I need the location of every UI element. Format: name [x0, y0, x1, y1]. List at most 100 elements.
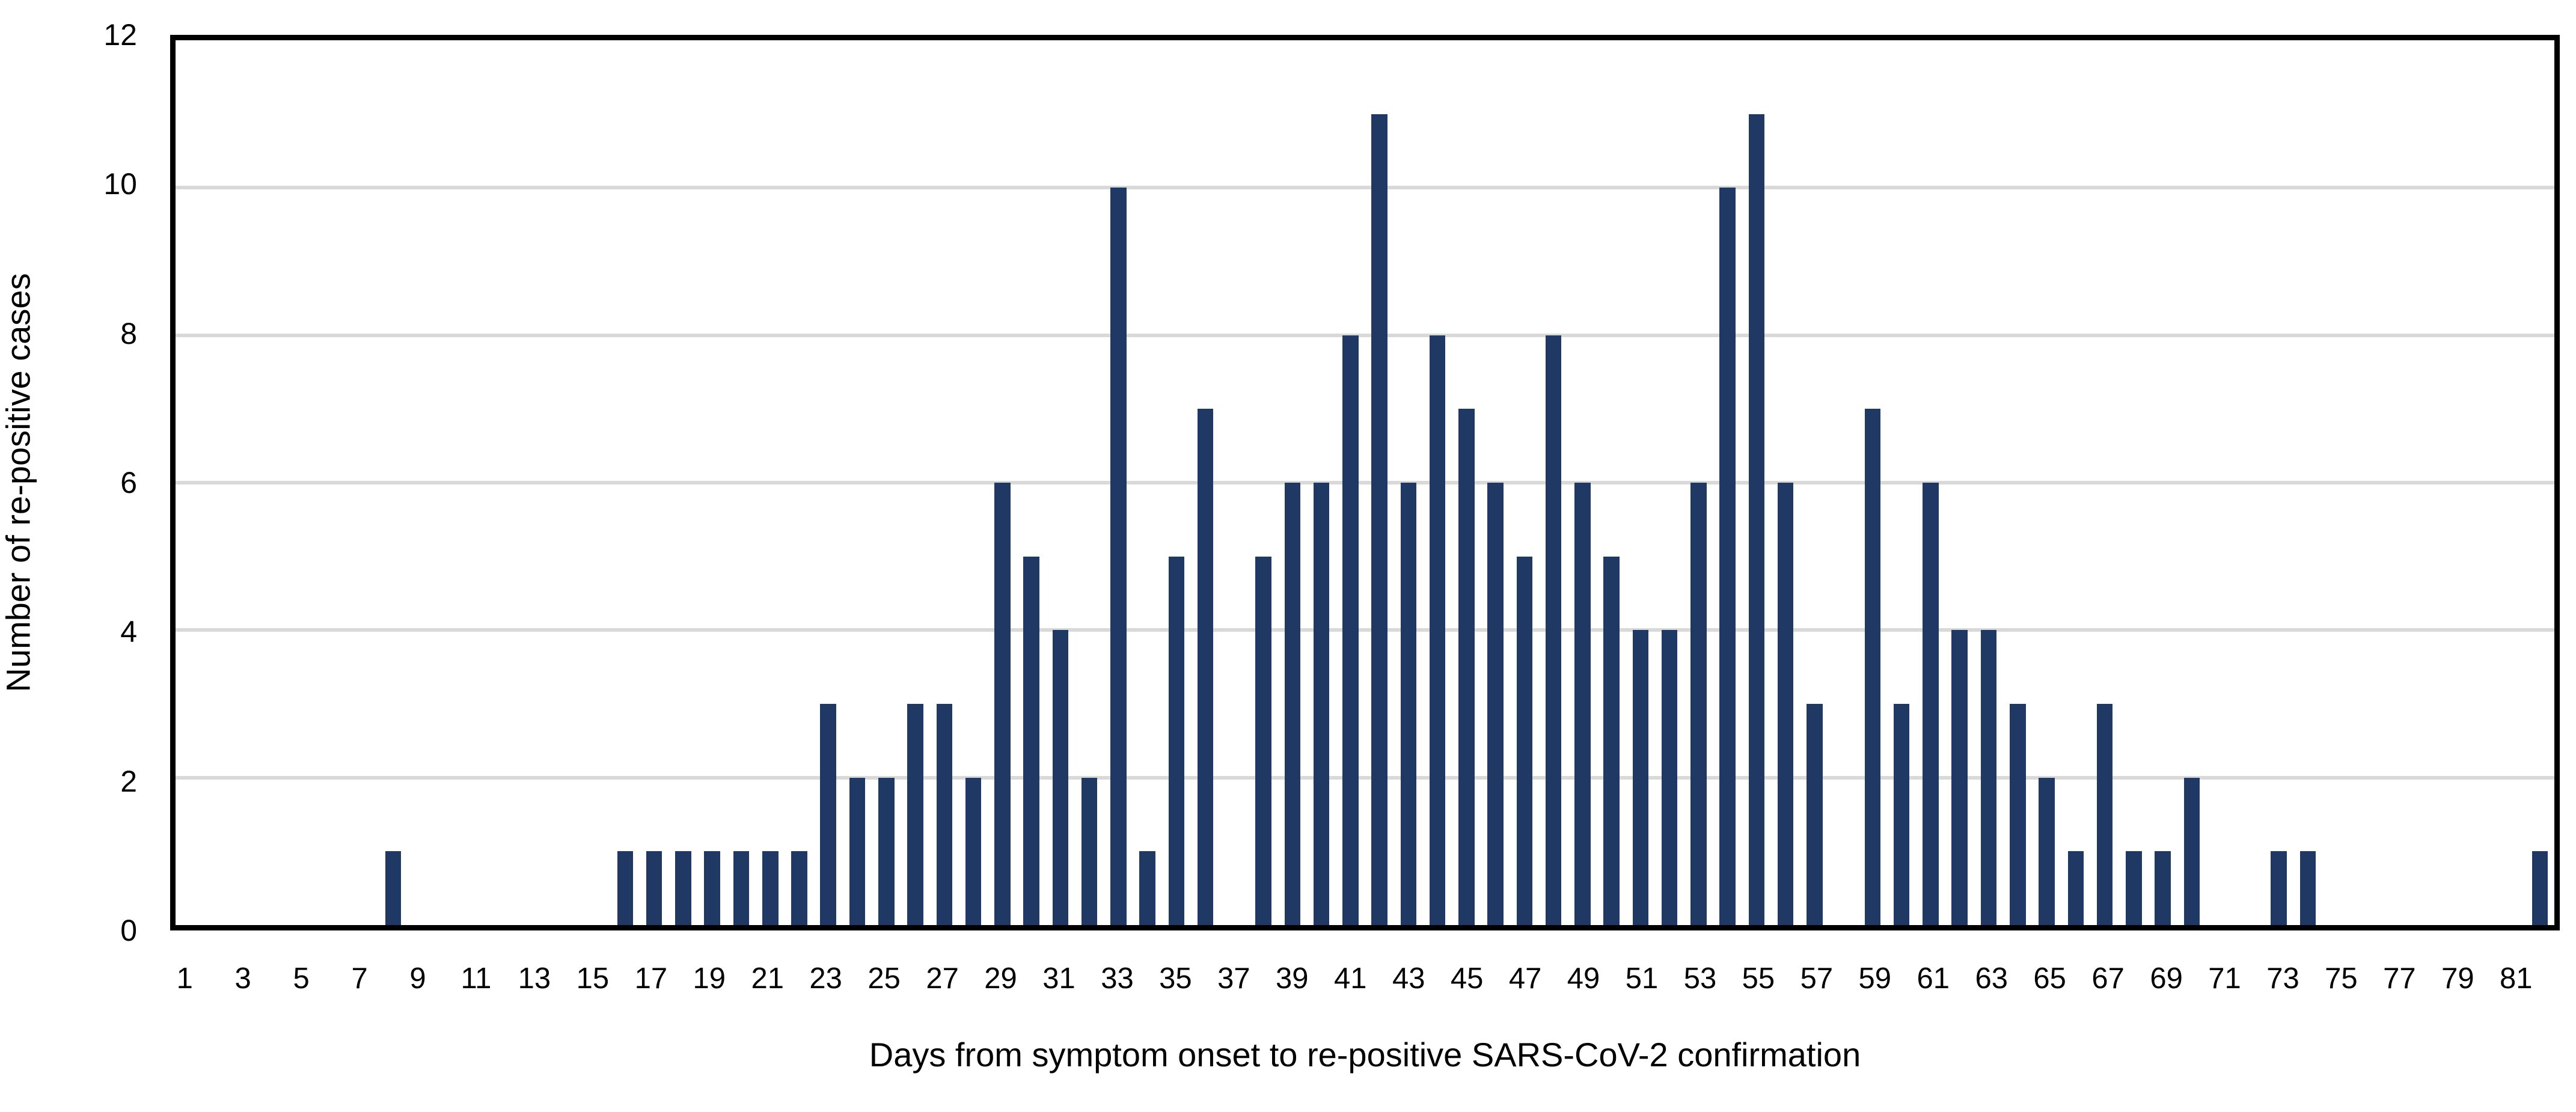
bar-day-32 [1081, 777, 1098, 925]
x-tick-label-61: 61 [1917, 962, 1950, 995]
x-tick-label-59: 59 [1858, 962, 1892, 995]
gridline-y-6 [176, 481, 2554, 484]
bar-day-25 [878, 777, 895, 925]
bar-day-26 [907, 704, 923, 925]
bar-day-82 [2532, 851, 2548, 925]
x-tick-label-47: 47 [1508, 962, 1542, 995]
x-tick-label-43: 43 [1392, 962, 1425, 995]
bar-day-47 [1516, 556, 1533, 925]
plot-area [170, 35, 2560, 930]
bar-day-39 [1284, 483, 1301, 925]
bar-day-21 [762, 851, 779, 925]
x-axis-title: Days from symptom onset to re-positive S… [869, 1036, 1861, 1074]
x-tick-label-75: 75 [2325, 962, 2358, 995]
bar-day-55 [1748, 114, 1765, 925]
x-tick-label-13: 13 [518, 962, 551, 995]
x-tick-label-67: 67 [2091, 962, 2125, 995]
x-tick-label-1: 1 [176, 962, 193, 995]
bar-day-61 [1923, 483, 1939, 925]
x-tick-label-81: 81 [2500, 962, 2533, 995]
bar-day-27 [936, 704, 953, 925]
x-tick-label-69: 69 [2150, 962, 2183, 995]
bar-day-45 [1458, 409, 1475, 925]
x-tick-label-65: 65 [2033, 962, 2066, 995]
x-tick-label-37: 37 [1217, 962, 1250, 995]
y-tick-label-0: 0 [120, 914, 137, 947]
bar-day-52 [1661, 630, 1678, 925]
x-tick-label-71: 71 [2208, 962, 2241, 995]
x-tick-label-51: 51 [1625, 962, 1659, 995]
x-tick-label-19: 19 [693, 962, 726, 995]
x-tick-label-31: 31 [1042, 962, 1075, 995]
bar-day-31 [1052, 630, 1069, 925]
x-tick-label-45: 45 [1450, 962, 1484, 995]
x-tick-label-17: 17 [634, 962, 668, 995]
bar-day-50 [1603, 556, 1620, 925]
bar-day-59 [1864, 409, 1881, 925]
bar-day-22 [791, 851, 807, 925]
bar-day-42 [1371, 114, 1387, 925]
bar-day-66 [2067, 851, 2084, 925]
x-tick-label-23: 23 [809, 962, 842, 995]
gridline-y-10 [176, 186, 2554, 190]
x-tick-label-25: 25 [867, 962, 901, 995]
bar-day-35 [1168, 556, 1185, 925]
x-tick-label-49: 49 [1567, 962, 1600, 995]
bar-day-67 [2096, 704, 2113, 925]
x-tick-label-33: 33 [1101, 962, 1134, 995]
x-tick-label-41: 41 [1333, 962, 1367, 995]
bar-day-41 [1342, 335, 1359, 925]
bar-day-40 [1313, 483, 1330, 925]
bar-day-20 [733, 851, 750, 925]
x-tick-label-7: 7 [351, 962, 368, 995]
x-tick-label-11: 11 [460, 962, 492, 995]
bar-day-74 [2299, 851, 2316, 925]
bar-day-63 [1980, 630, 1997, 925]
x-tick-label-21: 21 [751, 962, 785, 995]
gridline-y-4 [176, 628, 2554, 632]
bar-day-60 [1893, 704, 1910, 925]
bar-day-51 [1632, 630, 1649, 925]
bar-day-18 [675, 851, 691, 925]
x-tick-label-5: 5 [293, 962, 310, 995]
bar-day-43 [1400, 483, 1417, 925]
bar-day-48 [1545, 335, 1562, 925]
x-tick-label-15: 15 [576, 962, 610, 995]
x-tick-label-79: 79 [2441, 962, 2474, 995]
x-tick-label-57: 57 [1800, 962, 1834, 995]
bar-day-56 [1777, 483, 1794, 925]
y-tick-label-6: 6 [120, 466, 137, 499]
x-tick-label-35: 35 [1159, 962, 1192, 995]
x-tick-label-27: 27 [926, 962, 959, 995]
x-tick-label-77: 77 [2383, 962, 2416, 995]
bar-day-68 [2126, 851, 2142, 925]
y-tick-label-10: 10 [103, 167, 137, 201]
bar-day-49 [1574, 483, 1591, 925]
bar-day-38 [1255, 556, 1271, 925]
y-tick-label-2: 2 [120, 764, 137, 798]
bar-day-8 [385, 851, 402, 925]
bar-day-30 [1023, 556, 1039, 925]
x-tick-label-9: 9 [409, 962, 426, 995]
bar-day-19 [704, 851, 720, 925]
y-tick-label-4: 4 [120, 615, 137, 649]
bar-day-34 [1139, 851, 1155, 925]
x-tick-label-53: 53 [1683, 962, 1717, 995]
gridline-y-8 [176, 333, 2554, 337]
gridline-y-2 [176, 775, 2554, 780]
bar-day-33 [1110, 188, 1127, 925]
x-tick-label-39: 39 [1276, 962, 1309, 995]
bar-day-23 [820, 704, 837, 925]
bar-day-62 [1951, 630, 1968, 925]
bar-day-64 [2009, 704, 2026, 925]
bar-day-69 [2155, 851, 2171, 925]
x-tick-label-63: 63 [1975, 962, 2008, 995]
bar-day-24 [849, 777, 866, 925]
bar-day-73 [2271, 851, 2287, 925]
bar-day-65 [2039, 777, 2055, 925]
bar-day-57 [1807, 704, 1823, 925]
bar-day-36 [1197, 409, 1214, 925]
x-tick-label-29: 29 [984, 962, 1017, 995]
bar-day-29 [994, 483, 1011, 925]
bar-day-53 [1690, 483, 1707, 925]
